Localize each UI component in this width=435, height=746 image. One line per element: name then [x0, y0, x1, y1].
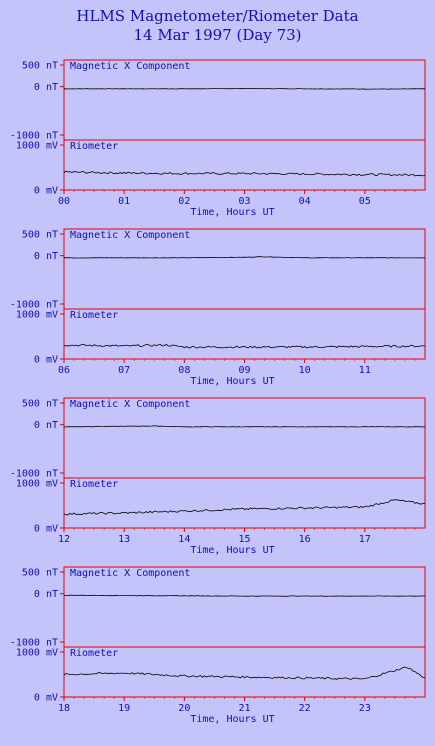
ytick-label-mag-0-1: 0 nT: [34, 82, 58, 93]
ytick-label-rio-1-1: 0 mV: [34, 355, 58, 366]
ytick-label-mag-2-1: 0 nT: [34, 420, 58, 431]
panel-label-rio-3: Riometer: [70, 648, 118, 659]
ytick-label-rio-3-1: 0 mV: [34, 693, 58, 704]
ytick-label-mag-0-2: -1000 nT: [10, 131, 58, 142]
panel-label-mag-3: Magnetic X Component: [70, 568, 190, 579]
panel-label-mag-2: Magnetic X Component: [70, 399, 190, 410]
x-axis-label-2: Time, Hours UT: [190, 545, 274, 556]
trace-mag-1: [64, 256, 426, 259]
xtick-label-3-0: 18: [58, 703, 70, 714]
ytick-label-mag-3-1: 0 nT: [34, 589, 58, 600]
xtick-label-3-1: 19: [118, 703, 130, 714]
ytick-label-rio-2-1: 0 mV: [34, 524, 58, 535]
xtick-label-2-4: 16: [299, 534, 311, 545]
trace-mag-3: [64, 594, 426, 597]
trace-mag-0: [64, 87, 426, 90]
chart-title: HLMS Magnetometer/Riometer Data: [76, 7, 359, 25]
ytick-label-rio-0-1: 0 mV: [34, 186, 58, 197]
ytick-label-mag-1-1: 0 nT: [34, 251, 58, 262]
panel-frame-mag-0: [63, 59, 426, 141]
xtick-label-2-3: 15: [238, 534, 250, 545]
panel-frame-mag-1: [63, 228, 426, 310]
panel-label-rio-1: Riometer: [70, 310, 118, 321]
xtick-label-1-4: 10: [299, 365, 311, 376]
ytick-label-mag-1-2: -1000 nT: [10, 300, 58, 311]
ytick-label-mag-2-0: 500 nT: [22, 399, 58, 410]
panel-frame-mag-2: [63, 397, 426, 479]
xtick-label-1-0: 06: [58, 365, 70, 376]
ytick-label-mag-3-2: -1000 nT: [10, 638, 58, 649]
ytick-label-mag-3-0: 500 nT: [22, 568, 58, 579]
trace-rio-0: [63, 170, 426, 177]
chart-subtitle: 14 Mar 1997 (Day 73): [133, 26, 302, 44]
xtick-label-1-5: 11: [359, 365, 371, 376]
panel-label-mag-0: Magnetic X Component: [70, 61, 190, 72]
xtick-label-3-4: 22: [299, 703, 311, 714]
xtick-label-0-5: 05: [359, 196, 371, 207]
trace-rio-2: [63, 499, 426, 516]
ytick-label-mag-1-0: 500 nT: [22, 230, 58, 241]
xtick-label-2-2: 14: [178, 534, 190, 545]
xtick-label-2-0: 12: [58, 534, 70, 545]
ytick-label-mag-0-0: 500 nT: [22, 61, 58, 72]
x-axis-label-3: Time, Hours UT: [190, 714, 274, 725]
xtick-label-0-4: 04: [299, 196, 311, 207]
ytick-label-rio-2-0: 1000 mV: [16, 479, 58, 490]
xtick-label-3-3: 21: [238, 703, 250, 714]
trace-rio-1: [63, 343, 426, 349]
trace-rio-3: [63, 666, 425, 680]
xtick-label-2-1: 13: [118, 534, 130, 545]
xtick-label-3-5: 23: [359, 703, 371, 714]
xtick-label-2-5: 17: [359, 534, 371, 545]
ytick-label-rio-0-0: 1000 mV: [16, 141, 58, 152]
panel-label-rio-0: Riometer: [70, 141, 118, 152]
xtick-label-3-2: 20: [178, 703, 190, 714]
panel-frame-mag-3: [63, 566, 426, 648]
xtick-label-0-3: 03: [238, 196, 250, 207]
trace-mag-2: [63, 425, 426, 428]
ytick-label-rio-1-0: 1000 mV: [16, 310, 58, 321]
panel-label-mag-1: Magnetic X Component: [70, 230, 190, 241]
xtick-label-1-3: 09: [238, 365, 250, 376]
x-axis-label-0: Time, Hours UT: [190, 207, 274, 218]
xtick-label-1-2: 08: [178, 365, 190, 376]
xtick-label-0-2: 02: [178, 196, 190, 207]
panel-label-rio-2: Riometer: [70, 479, 118, 490]
ytick-label-mag-2-2: -1000 nT: [10, 469, 58, 480]
ytick-label-rio-3-0: 1000 mV: [16, 648, 58, 659]
xtick-label-0-1: 01: [118, 196, 130, 207]
x-axis-label-1: Time, Hours UT: [190, 376, 274, 387]
xtick-label-0-0: 00: [58, 196, 70, 207]
xtick-label-1-1: 07: [118, 365, 130, 376]
